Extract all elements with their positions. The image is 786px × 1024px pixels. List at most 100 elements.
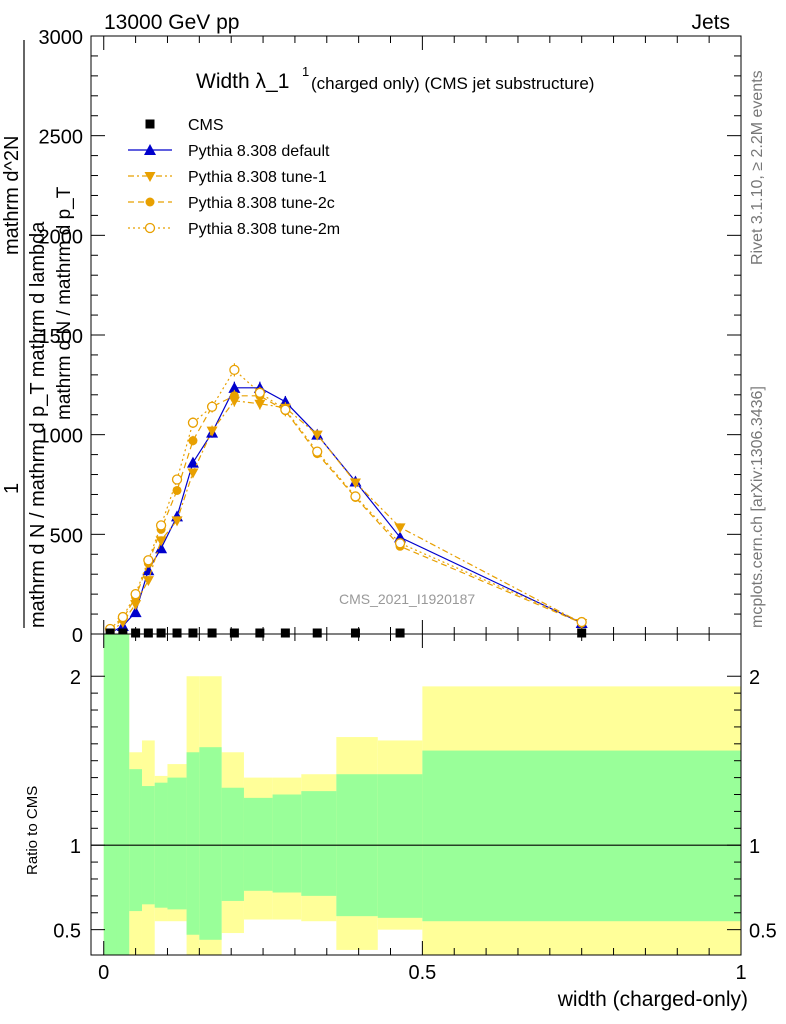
ratio-axes: 0.5 0.51 12 20 0.5 1: [53, 633, 777, 984]
legend-label: Pythia 8.308 tune-1: [188, 169, 327, 186]
data-point: [143, 555, 154, 566]
ytick-label: 2000: [39, 226, 84, 248]
legend-label: Pythia 8.308 default: [188, 143, 330, 160]
plot-title: Width λ_1 1 (charged only) (CMS jet subs…: [196, 64, 594, 93]
main-series-layer: [104, 363, 588, 639]
data-point: [145, 197, 155, 207]
ytick-label: 0: [72, 625, 83, 647]
data-point: [577, 628, 587, 638]
data-point: [143, 628, 153, 638]
data-point: [155, 520, 167, 531]
data-point: [105, 628, 115, 638]
ratio-bands: [103, 634, 741, 955]
data-point: [142, 576, 154, 587]
series-pythia-8-308-tune-2m: [104, 363, 587, 635]
ratio-ytick-label-right: 2: [749, 667, 760, 689]
inner-band: [116, 634, 130, 955]
data-point: [156, 628, 166, 638]
xtick-label: 0: [98, 962, 109, 984]
data-point: [395, 628, 405, 638]
data-point: [187, 468, 199, 479]
inner-band: [199, 747, 222, 940]
data-point: [171, 474, 183, 485]
title-sup: 1: [302, 64, 309, 79]
data-point: [187, 417, 199, 428]
inner-band: [243, 797, 273, 891]
data-point: [394, 538, 406, 549]
data-point: [229, 628, 239, 638]
ytick-label: 1500: [39, 326, 84, 348]
inner-band: [221, 787, 244, 901]
ylabel-left-denominator: mathrm d N / mathrm d p_T mathrm d lambd…: [27, 221, 49, 628]
data-point: [172, 485, 182, 495]
ratio-ytick-label: 1: [70, 836, 81, 858]
ylabel-frac-denominator: mathrm d N / mathrm d p_T: [54, 186, 75, 420]
xtick-label: 1: [735, 962, 746, 984]
ylabel-right-numerator: mathrm d^2N: [1, 136, 23, 255]
data-point: [118, 628, 128, 638]
data-point: [188, 436, 198, 446]
data-point: [311, 430, 323, 441]
data-point: [228, 381, 241, 393]
mcplots-label: mcplots.cern.ch [arXiv:1306.3436]: [749, 386, 766, 628]
series-line: [109, 368, 582, 630]
inner-band: [422, 750, 741, 922]
data-point: [186, 456, 199, 468]
data-point: [131, 628, 141, 638]
category-label: Jets: [691, 11, 730, 34]
ytick-label: 3000: [39, 27, 84, 49]
data-point: [144, 222, 156, 234]
data-point: [144, 144, 156, 155]
series-cms: [105, 628, 587, 638]
energy-label: 13000 GeV pp: [104, 11, 239, 34]
title-rest: (charged only) (CMS jet substructure): [311, 74, 594, 93]
data-point: [144, 172, 156, 182]
data-point: [255, 628, 265, 638]
data-point: [229, 364, 240, 376]
main-plot-area: 0 500 1000 1500 2000 2500 3000: [39, 27, 742, 647]
data-point: [188, 628, 198, 638]
data-point: [145, 119, 155, 129]
data-point: [576, 616, 587, 628]
ratio-ylabel: Ratio to CMS: [24, 786, 41, 875]
ytick-label: 500: [50, 525, 83, 547]
data-point: [155, 536, 167, 547]
data-point: [229, 391, 239, 401]
main-ylabel: mathrm d N / mathrm d p_T mathrm d lambd…: [1, 40, 75, 628]
data-point: [130, 600, 142, 611]
data-point: [254, 387, 266, 398]
data-point: [254, 399, 266, 410]
series-line: [109, 395, 582, 631]
ytick-label: 2500: [39, 127, 84, 149]
inner-band: [186, 752, 200, 935]
inner-band: [272, 794, 302, 893]
legend-label: CMS: [188, 117, 224, 134]
data-point: [155, 542, 168, 554]
inner-band: [301, 791, 337, 896]
inner-band: [103, 634, 117, 955]
data-point: [207, 628, 217, 638]
inner-band: [129, 769, 142, 912]
rivet-label: Rivet 3.1.10, ≥ 2.2M events: [749, 70, 766, 265]
ratio-ytick-label-right: 1: [749, 836, 760, 858]
data-point: [130, 588, 141, 600]
data-point: [171, 516, 183, 527]
watermark: CMS_2021_I1920187: [339, 591, 475, 607]
data-point: [117, 611, 129, 623]
data-point: [280, 404, 291, 415]
data-point: [129, 606, 142, 618]
ytick-label: 1000: [39, 426, 84, 448]
data-point: [394, 523, 406, 534]
legend: CMS Pythia 8.308 default Pythia 8.308 tune…: [128, 117, 340, 238]
ylabel-left-numerator: 1: [1, 483, 23, 494]
xtick-label: 0.5: [408, 962, 436, 984]
inner-band: [377, 774, 423, 918]
data-point: [206, 426, 218, 437]
legend-label: Pythia 8.308 tune-2c: [188, 195, 335, 212]
ratio-ytick-label-right: 0.5: [749, 921, 777, 943]
legend-label: Pythia 8.308 tune-2m: [188, 221, 340, 238]
ratio-ytick-label: 2: [70, 667, 81, 689]
data-point: [350, 491, 361, 502]
title-main: Width λ_1: [196, 70, 289, 93]
